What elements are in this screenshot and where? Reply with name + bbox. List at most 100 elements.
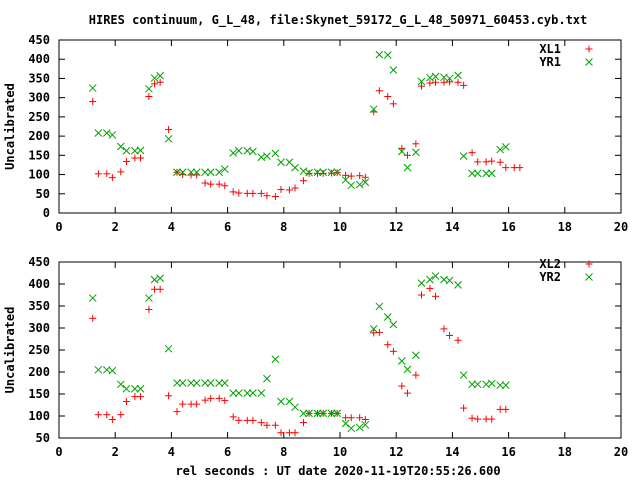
data-point xyxy=(417,291,425,299)
y-tick-label: 350 xyxy=(28,71,50,85)
data-point xyxy=(468,414,476,422)
data-point xyxy=(496,381,505,390)
data-point xyxy=(122,146,131,155)
data-point xyxy=(165,392,173,400)
data-point xyxy=(192,168,201,177)
data-point xyxy=(271,192,279,200)
data-point xyxy=(165,126,173,134)
legend-marker xyxy=(585,45,593,53)
x-tick-label: 4 xyxy=(168,445,175,459)
data-point xyxy=(361,416,369,424)
data-point xyxy=(460,81,468,89)
data-point xyxy=(94,365,103,374)
data-point xyxy=(459,371,468,379)
data-point xyxy=(145,84,153,93)
data-point xyxy=(151,80,159,88)
data-point xyxy=(417,82,425,90)
data-point xyxy=(305,169,313,177)
data-point xyxy=(221,397,229,405)
data-point xyxy=(341,419,350,428)
data-point xyxy=(257,389,266,397)
legend-marker xyxy=(585,58,593,66)
data-point xyxy=(243,389,252,397)
data-point xyxy=(263,152,271,160)
data-point xyxy=(229,188,237,196)
data-point xyxy=(257,419,265,427)
data-point xyxy=(117,411,125,419)
data-point xyxy=(305,409,313,418)
data-point xyxy=(398,382,406,390)
data-point xyxy=(88,294,97,302)
data-point xyxy=(215,379,224,387)
data-point xyxy=(173,168,181,177)
data-point xyxy=(488,157,496,165)
data-point xyxy=(229,389,238,397)
data-point xyxy=(454,281,462,289)
data-point xyxy=(235,416,243,424)
data-point xyxy=(403,389,411,397)
data-point xyxy=(319,409,327,418)
data-point xyxy=(403,163,412,172)
data-point xyxy=(94,170,102,178)
data-point xyxy=(257,189,265,197)
data-point xyxy=(432,78,440,86)
data-point xyxy=(122,397,130,405)
data-point xyxy=(136,154,144,162)
data-point xyxy=(116,142,125,151)
y-tick-label: 300 xyxy=(28,321,50,335)
data-point xyxy=(156,78,164,86)
data-point xyxy=(389,320,398,329)
chart-title: HIRES continuum, G_L_48, file:Skynet_591… xyxy=(89,13,588,28)
data-point xyxy=(215,394,223,402)
data-point xyxy=(389,347,397,355)
data-point xyxy=(299,167,308,175)
x-tick-label: 16 xyxy=(501,445,515,459)
legend-label: XL2 xyxy=(539,257,561,271)
data-point xyxy=(271,149,280,158)
data-point xyxy=(384,93,392,101)
data-point xyxy=(412,371,420,379)
data-point xyxy=(454,336,462,344)
y-tick-label: 200 xyxy=(28,365,50,379)
data-point xyxy=(403,151,411,159)
data-point xyxy=(156,285,164,293)
data-point xyxy=(426,79,434,87)
data-point xyxy=(468,149,476,157)
data-point xyxy=(201,179,209,187)
data-point xyxy=(145,294,153,302)
data-point xyxy=(277,158,285,167)
data-point xyxy=(459,152,468,160)
y-tick-label: 250 xyxy=(28,110,50,124)
data-point xyxy=(94,129,103,137)
data-point xyxy=(206,168,215,177)
data-point xyxy=(249,389,257,397)
data-point xyxy=(179,400,187,408)
data-point xyxy=(88,84,97,92)
data-point xyxy=(369,325,378,333)
data-point xyxy=(496,158,504,166)
data-point xyxy=(229,149,238,157)
x-tick-label: 10 xyxy=(333,220,347,234)
legend-label: XL1 xyxy=(539,42,561,56)
y-tick-label: 400 xyxy=(28,277,50,291)
x-tick-label: 6 xyxy=(224,220,231,234)
y-tick-label: 200 xyxy=(28,129,50,143)
data-point xyxy=(299,419,307,427)
data-point xyxy=(117,168,125,176)
y-tick-label: 250 xyxy=(28,343,50,357)
data-point xyxy=(412,148,420,157)
data-point xyxy=(220,165,229,174)
data-point xyxy=(313,409,322,418)
data-point xyxy=(291,184,299,192)
y-tick-label: 100 xyxy=(28,168,50,182)
data-point xyxy=(319,168,327,177)
data-point xyxy=(89,314,97,322)
data-point xyxy=(192,379,201,387)
data-point xyxy=(145,306,153,314)
data-point xyxy=(474,415,482,423)
data-point xyxy=(327,168,336,177)
x-tick-label: 8 xyxy=(280,445,287,459)
y-tick-label: 50 xyxy=(36,431,50,445)
data-point xyxy=(347,181,356,190)
